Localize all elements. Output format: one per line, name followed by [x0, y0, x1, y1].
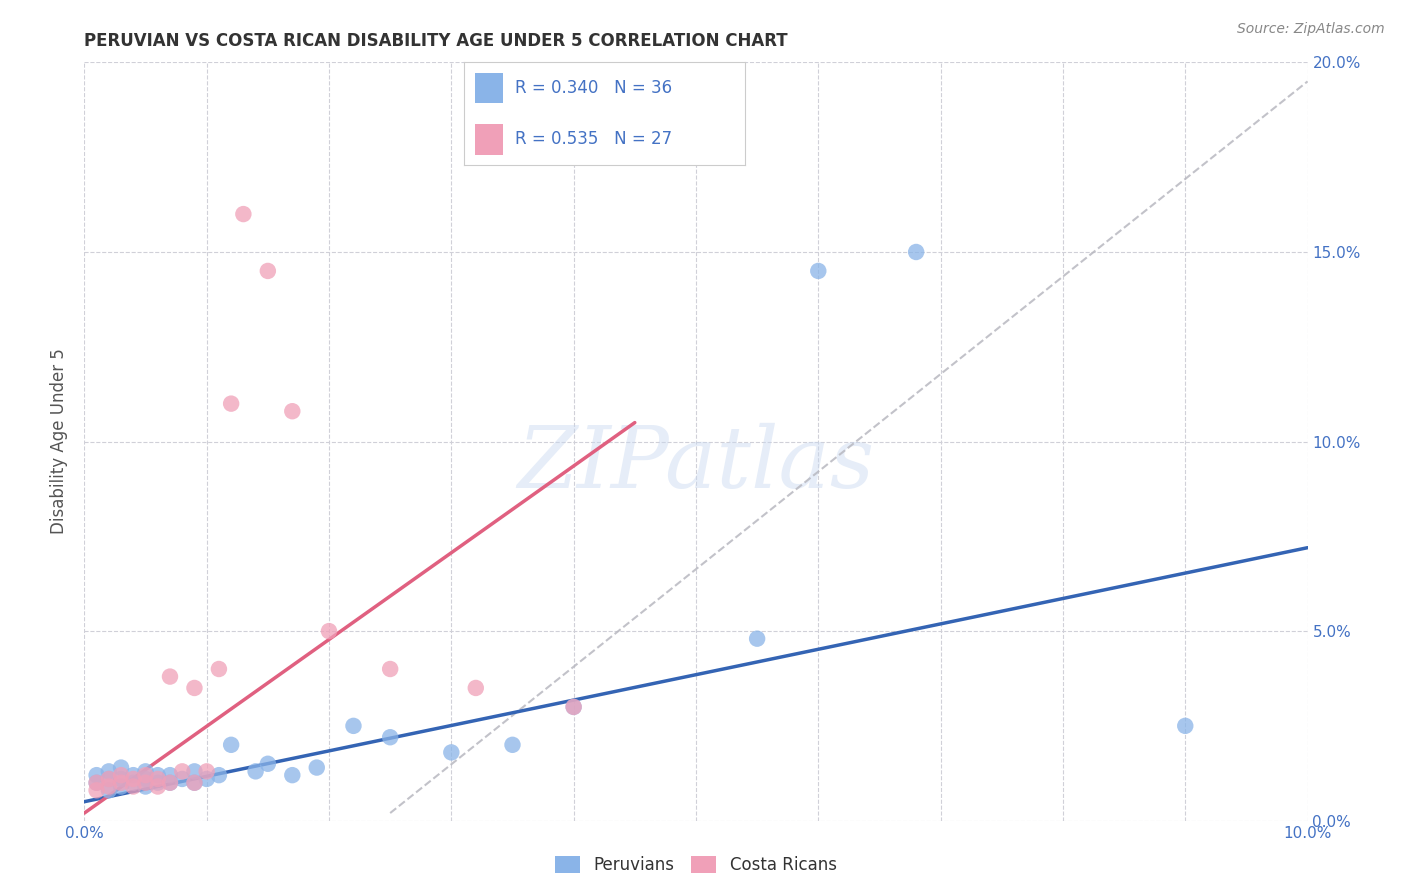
Text: R = 0.340   N = 36: R = 0.340 N = 36 — [515, 79, 672, 97]
Point — [208, 662, 231, 676]
Bar — [475, 124, 503, 155]
Point — [440, 746, 463, 760]
Point — [159, 776, 181, 790]
Point — [380, 730, 402, 744]
Point — [318, 624, 340, 639]
Point — [97, 772, 120, 786]
Point — [110, 780, 132, 794]
Point — [146, 768, 169, 782]
Point — [146, 776, 169, 790]
Point — [135, 768, 157, 782]
Point — [807, 264, 830, 278]
Point — [122, 780, 145, 794]
Point — [562, 699, 585, 714]
Point — [183, 764, 205, 779]
Point — [172, 772, 194, 786]
Point — [380, 662, 402, 676]
Point — [305, 760, 328, 774]
Point — [905, 244, 928, 259]
Point — [281, 404, 304, 418]
Point — [86, 776, 108, 790]
Point — [86, 768, 108, 782]
Point — [257, 756, 280, 771]
Y-axis label: Disability Age Under 5: Disability Age Under 5 — [51, 349, 69, 534]
Point — [135, 776, 157, 790]
Point — [195, 764, 218, 779]
Point — [97, 772, 120, 786]
Point — [97, 780, 120, 794]
Point — [86, 783, 108, 797]
Point — [86, 776, 108, 790]
Point — [464, 681, 486, 695]
Point — [183, 681, 205, 695]
Point — [208, 768, 231, 782]
Point — [219, 396, 242, 410]
Point — [183, 776, 205, 790]
Point — [110, 760, 132, 774]
Point — [219, 738, 242, 752]
Point — [172, 764, 194, 779]
Legend: Peruvians, Costa Ricans: Peruvians, Costa Ricans — [548, 849, 844, 880]
Point — [110, 776, 132, 790]
Point — [135, 764, 157, 779]
Point — [232, 207, 254, 221]
Text: R = 0.535   N = 27: R = 0.535 N = 27 — [515, 130, 672, 148]
Point — [146, 780, 169, 794]
Point — [110, 768, 132, 782]
Point — [97, 783, 120, 797]
Point — [245, 764, 267, 779]
Point — [135, 772, 157, 786]
Text: PERUVIAN VS COSTA RICAN DISABILITY AGE UNDER 5 CORRELATION CHART: PERUVIAN VS COSTA RICAN DISABILITY AGE U… — [84, 32, 787, 50]
Bar — [475, 73, 503, 103]
Point — [562, 699, 585, 714]
Point — [747, 632, 769, 646]
Point — [257, 264, 280, 278]
Point — [502, 738, 524, 752]
Text: ZIPatlas: ZIPatlas — [517, 423, 875, 506]
Point — [122, 772, 145, 786]
Point — [183, 776, 205, 790]
Point — [110, 772, 132, 786]
Point — [195, 772, 218, 786]
Point — [146, 772, 169, 786]
Point — [135, 780, 157, 794]
Point — [122, 768, 145, 782]
Point — [1174, 719, 1197, 733]
Text: Source: ZipAtlas.com: Source: ZipAtlas.com — [1237, 22, 1385, 37]
Point — [159, 669, 181, 684]
Point — [342, 719, 364, 733]
Point — [122, 776, 145, 790]
Point — [159, 776, 181, 790]
Point — [281, 768, 304, 782]
Point — [97, 764, 120, 779]
Point — [159, 768, 181, 782]
